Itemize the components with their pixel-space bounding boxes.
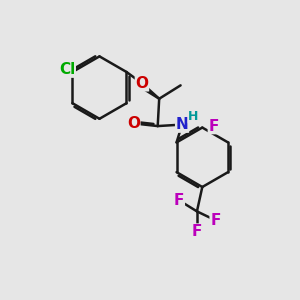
Text: F: F (174, 193, 184, 208)
Text: O: O (136, 76, 148, 91)
Text: F: F (208, 118, 219, 134)
Text: H: H (188, 110, 199, 123)
Text: O: O (127, 116, 140, 130)
Text: Cl: Cl (59, 62, 75, 77)
Text: F: F (210, 213, 220, 228)
Text: F: F (191, 224, 202, 239)
Text: N: N (176, 117, 188, 132)
